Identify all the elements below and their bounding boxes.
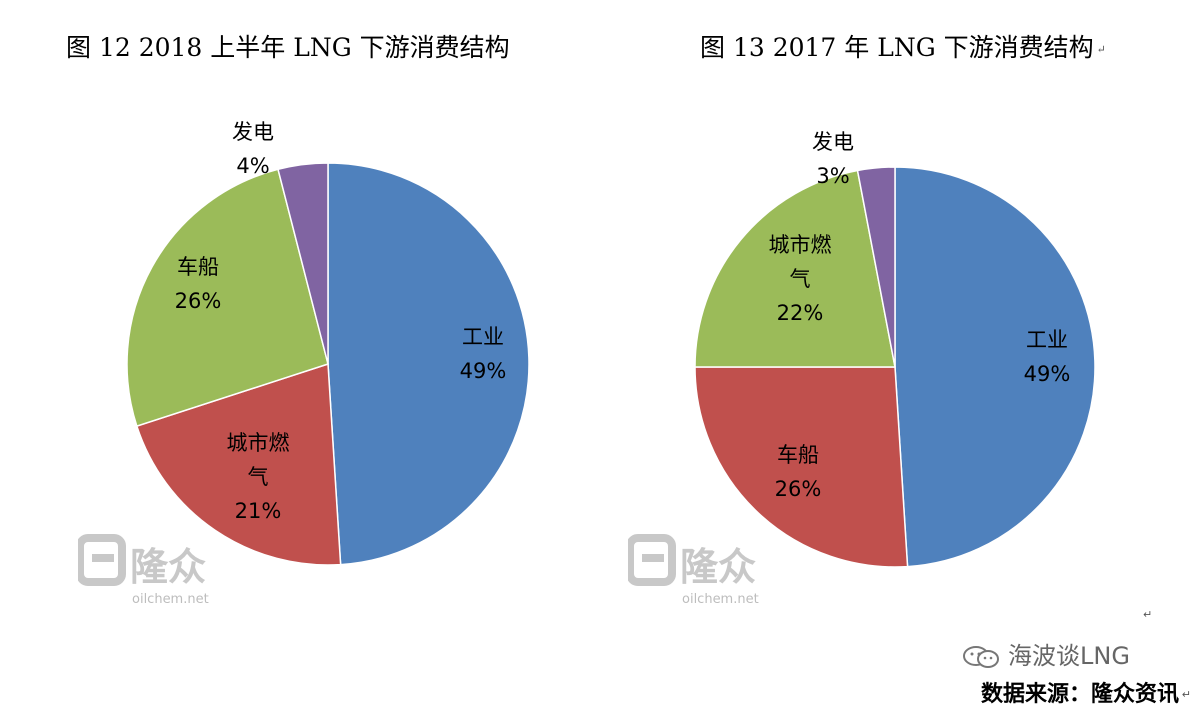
footer-brand-text: 海波谈LNG (1008, 642, 1130, 670)
pie-slice-0-2 (126, 168, 329, 428)
slice-label-1-3: 发电 3% (812, 130, 854, 188)
slice-value-0-2: 26% (175, 289, 222, 313)
slice-category-1-3: 发电 (812, 130, 854, 154)
pie-slice-1-3 (856, 166, 896, 368)
watermark-text: oilchem.net (132, 592, 209, 607)
pie-slice-0-0 (327, 162, 530, 566)
slice-category-0-3: 发电 (232, 120, 274, 144)
slice-category-0-1: 气 (248, 465, 269, 489)
slice-label-0-3: 发电 4% (232, 120, 274, 178)
chart-title-right: 图 13 2017 年 LNG 下游消费结构 ↵ (700, 33, 1106, 62)
pie-slice-0-3 (277, 162, 329, 365)
slice-category-1-2: 城市燃 (769, 233, 832, 257)
slice-category-0-0: 工业 (462, 325, 504, 349)
slice-value-1-1: 26% (775, 477, 822, 501)
chart-title-left: 图 12 2018 上半年 LNG 下游消费结构 (66, 33, 510, 62)
slice-category-1-0: 工业 (1026, 328, 1068, 352)
slice-value-0-3: 4% (236, 154, 269, 178)
slice-category-0-1: 城市燃 (227, 431, 290, 455)
slice-value-1-0: 49% (1024, 362, 1071, 386)
slice-label-0-0: 工业 49% (460, 325, 507, 383)
slice-value-1-3: 3% (816, 164, 849, 188)
pie-slice-1-2 (694, 169, 896, 368)
watermark-logo-icon (626, 534, 676, 586)
wechat-icon (962, 645, 1002, 669)
watermark-text: oilchem.net (682, 592, 759, 607)
watermark-left: 隆众 oilchem.net (76, 530, 218, 610)
paragraph-mark: ↵ (1181, 688, 1191, 701)
slice-label-1-0: 工业 49% (1024, 328, 1071, 386)
watermark-logo-icon (76, 534, 126, 586)
slice-label-0-2: 车船 26% (175, 255, 222, 313)
pie-slice-1-0 (894, 166, 1096, 568)
paragraph-mark: ↵ (1143, 608, 1153, 621)
slice-category-0-2: 车船 (177, 255, 219, 279)
data-source: 数据来源：隆众资讯 (980, 681, 1179, 707)
slice-value-0-0: 49% (460, 359, 507, 383)
slice-value-0-1: 21% (235, 499, 282, 523)
pie-slice-1-1 (694, 366, 909, 568)
slice-value-1-2: 22% (777, 301, 824, 325)
slice-category-1-1: 车船 (777, 443, 819, 467)
slice-label-1-1: 车船 26% (775, 443, 822, 501)
slice-category-1-2: 气 (790, 267, 811, 291)
paragraph-mark: ↵ (1096, 43, 1106, 56)
watermark-brand: 隆众 (130, 545, 207, 589)
pie-slice-0-1 (135, 362, 342, 566)
watermark-brand: 隆众 (680, 545, 757, 589)
watermark-right: 隆众 oilchem.net (626, 530, 768, 610)
footer-brand: 海波谈LNG (962, 636, 1130, 671)
